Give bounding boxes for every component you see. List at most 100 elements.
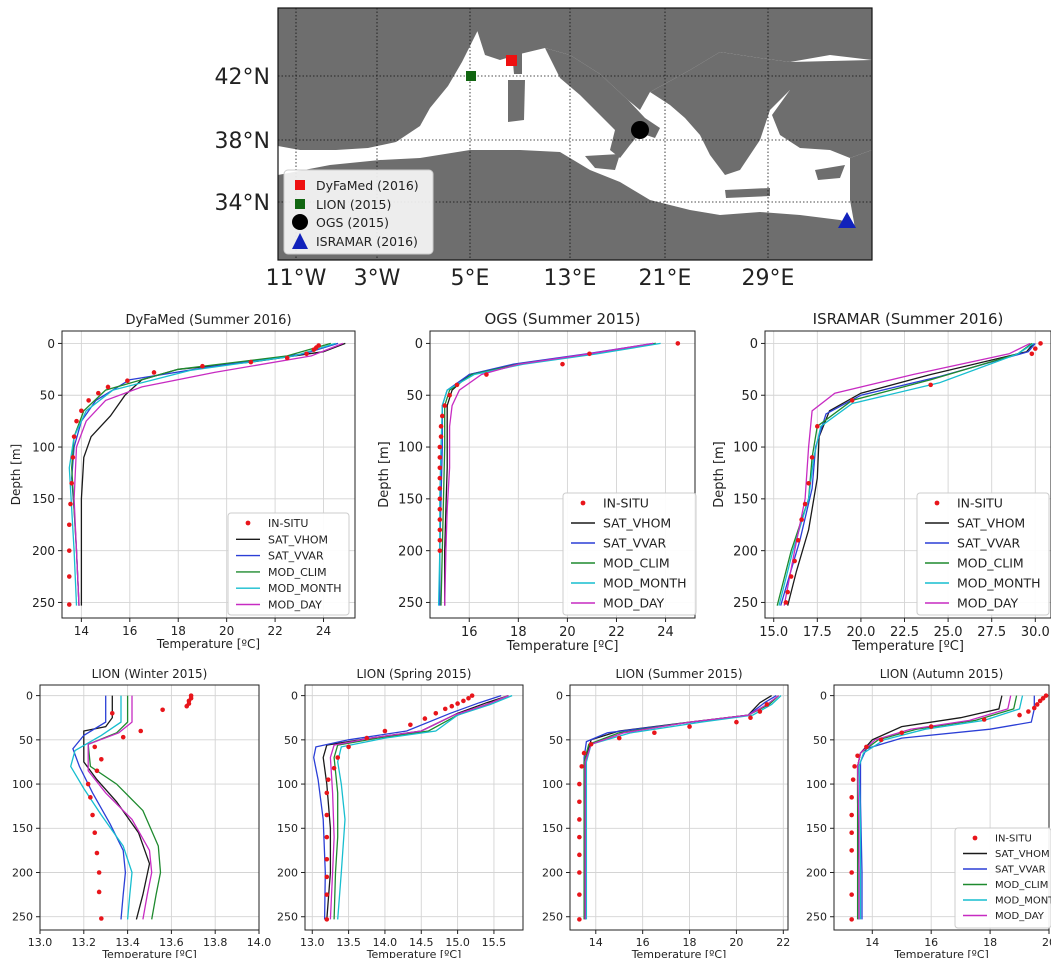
y-tick-label: 0 bbox=[556, 690, 563, 703]
map-legend-label: LION (2015) bbox=[316, 197, 391, 212]
x-tick-label: 18 bbox=[683, 936, 697, 949]
map-lon-label: 5°E bbox=[451, 266, 490, 291]
x-tick-label: 30.0 bbox=[1021, 625, 1050, 640]
legend-label: IN-SITU bbox=[603, 496, 649, 511]
x-tick-label: 15.5 bbox=[482, 936, 507, 949]
chart-legend: IN-SITU SAT_VHOM SAT_VVAR MOD_CLIM MOD_MONTH… bbox=[562, 492, 697, 616]
x-tick-label: 18 bbox=[983, 936, 997, 949]
series-line-sat_vvar bbox=[313, 694, 502, 920]
insitu-point bbox=[90, 812, 95, 818]
series-group bbox=[437, 341, 681, 606]
y-axis-label: Depth [m] bbox=[377, 441, 392, 508]
insitu-point bbox=[1033, 346, 1038, 351]
insitu-point bbox=[85, 781, 91, 787]
insitu-point bbox=[788, 574, 794, 579]
insitu-point bbox=[1038, 341, 1043, 346]
insitu-point bbox=[466, 695, 471, 701]
x-tick-label: 25.0 bbox=[934, 625, 963, 640]
x-tick-label: 24 bbox=[316, 624, 331, 638]
insitu-point bbox=[99, 756, 104, 762]
insitu-point bbox=[437, 527, 443, 533]
insitu-point bbox=[437, 517, 443, 522]
x-tick-label: 14.0 bbox=[373, 936, 398, 949]
x-tick-label: 20 bbox=[219, 624, 234, 638]
y-tick-label: 150 bbox=[806, 822, 827, 835]
y-tick-label: 50 bbox=[40, 389, 55, 403]
y-tick-label: 0 bbox=[750, 337, 758, 352]
insitu-point bbox=[437, 465, 443, 471]
insitu-point bbox=[455, 701, 460, 706]
insitu-point bbox=[461, 698, 466, 704]
series-line-mod_day bbox=[329, 694, 509, 920]
insitu-point bbox=[408, 722, 413, 728]
series-group bbox=[577, 695, 782, 922]
insitu-point bbox=[74, 418, 79, 424]
insitu-point bbox=[469, 693, 475, 698]
series-line-mod_month bbox=[337, 694, 513, 920]
series-line-sat_vvar bbox=[583, 695, 777, 920]
insitu-point bbox=[284, 355, 290, 361]
map-lat-label: 34°N bbox=[215, 191, 270, 216]
legend-marker-in-situ bbox=[580, 500, 586, 506]
series-line-sat_vhom bbox=[83, 695, 151, 920]
y-axis-label: Depth [m] bbox=[712, 441, 727, 508]
insitu-point bbox=[764, 702, 770, 707]
y-tick-label: 150 bbox=[277, 822, 298, 835]
insitu-point bbox=[792, 558, 797, 564]
insitu-point bbox=[1026, 709, 1031, 714]
insitu-point bbox=[96, 390, 101, 396]
legend-label: SAT_VVAR bbox=[268, 550, 324, 563]
y-tick-label: 200 bbox=[277, 866, 298, 879]
series-line-sat_vvar bbox=[72, 695, 127, 920]
insitu-point bbox=[1034, 702, 1040, 707]
insitu-point bbox=[442, 706, 448, 712]
legend-label: SAT_VVAR bbox=[603, 536, 666, 551]
profile-chart: 14 16 18 20 22 24 0 50 100 150 200 250 DyFaMed (Summ… bbox=[9, 313, 356, 651]
insitu-point bbox=[1031, 705, 1037, 711]
chart-title: OGS (Summer 2015) bbox=[484, 310, 640, 328]
x-tick-label: 13.8 bbox=[203, 936, 228, 949]
insitu-point bbox=[92, 830, 98, 836]
chart-title: DyFaMed (Summer 2016) bbox=[125, 313, 291, 328]
insitu-point bbox=[200, 363, 205, 369]
insitu-point bbox=[981, 717, 987, 722]
y-tick-label: 250 bbox=[542, 911, 563, 924]
y-tick-label: 250 bbox=[398, 596, 423, 611]
insitu-point bbox=[795, 537, 801, 543]
insitu-point bbox=[928, 724, 934, 729]
insitu-point bbox=[577, 917, 582, 922]
insitu-point bbox=[852, 764, 857, 769]
y-tick-label: 150 bbox=[542, 822, 563, 835]
profile-chart: 13.0 13.2 13.4 13.6 13.8 14.0 0 50 100 150 200 250 L… bbox=[12, 667, 271, 958]
insitu-point bbox=[799, 517, 804, 522]
y-tick-label: 0 bbox=[47, 337, 55, 351]
chart-legend: IN-SITU SAT_VHOM SAT_VVAR MOD_CLIM MOD_MONTH… bbox=[916, 492, 1050, 616]
insitu-point bbox=[849, 917, 854, 922]
y-tick-label: 50 bbox=[406, 389, 423, 404]
insitu-point bbox=[125, 378, 130, 384]
insitu-point bbox=[71, 434, 77, 439]
insitu-point bbox=[325, 777, 331, 782]
map-lon-label: 3°W bbox=[354, 266, 401, 291]
map-lat-label: 42°N bbox=[215, 65, 270, 90]
y-tick-label: 150 bbox=[733, 493, 758, 508]
insitu-point bbox=[324, 892, 330, 897]
series-line-sat_vhom bbox=[322, 694, 509, 920]
x-tick-label: 13.6 bbox=[159, 936, 184, 949]
y-tick-label: 100 bbox=[277, 778, 298, 791]
y-tick-label: 150 bbox=[12, 822, 33, 835]
insitu-point bbox=[849, 398, 855, 403]
map-frame bbox=[277, 7, 873, 261]
profile-chart: 15.0 17.5 20.0 22.5 25.0 27.5 30.0 0 50 100 150 200… bbox=[712, 310, 1051, 654]
mediterranean-map: 42°N 38°N 34°N 11°W 3°W 5°E 13°E 21°E 29°E DyFaM… bbox=[215, 7, 873, 291]
legend-label: SAT_VHOM bbox=[268, 533, 328, 546]
y-tick-label: 200 bbox=[32, 544, 55, 558]
profile-chart: 14 16 18 20 22 0 50 100 150 200 250 LION (Summer 20… bbox=[542, 667, 790, 958]
x-tick-label: 15.0 bbox=[759, 625, 788, 640]
x-tick-label: 20 bbox=[729, 936, 743, 949]
legend-label: MOD_DAY bbox=[995, 911, 1045, 922]
insitu-point bbox=[806, 481, 811, 486]
y-tick-label: 200 bbox=[12, 866, 33, 879]
chart-title: LION (Spring 2015) bbox=[357, 667, 472, 681]
